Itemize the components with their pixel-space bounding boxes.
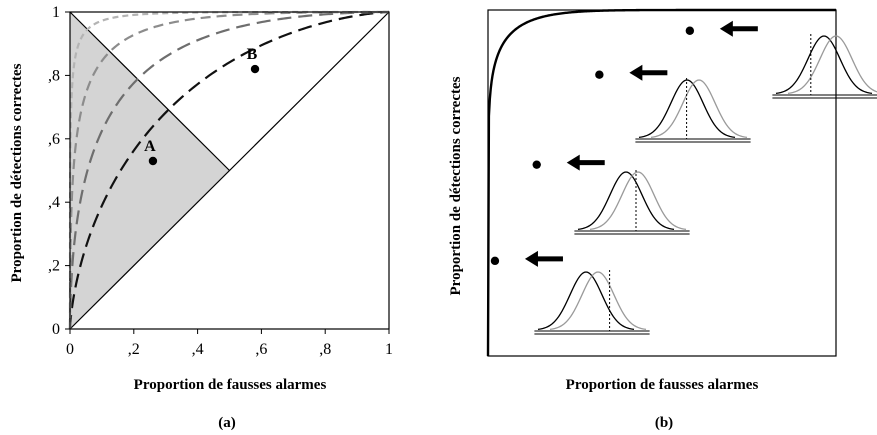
noise-distribution xyxy=(577,171,675,231)
distribution-inset-3 xyxy=(635,78,751,143)
y-axis-label: Proportion de détections correctes xyxy=(9,63,25,282)
roc-curve xyxy=(486,8,836,357)
labelled-points: AB xyxy=(144,46,260,166)
x-axis-label: Proportion de fausses alarmes xyxy=(134,377,327,393)
arrow-head-4 xyxy=(719,20,733,37)
x-tick-label: ,8 xyxy=(319,341,331,358)
y-tick-label: 1 xyxy=(52,4,60,21)
curve-point-1 xyxy=(490,256,500,266)
x-tick-label: ,4 xyxy=(192,341,204,358)
arrow-head-1 xyxy=(524,250,538,267)
x-axis-label: Proportion de fausses alarmes xyxy=(566,377,759,393)
arrow-head-3 xyxy=(629,64,643,81)
point-label-b: B xyxy=(247,46,258,63)
curve-points xyxy=(490,26,695,266)
x-tick-label: 0 xyxy=(66,341,74,358)
criterion-arrows xyxy=(524,20,758,267)
curve-point-2 xyxy=(532,160,541,169)
point-b xyxy=(250,64,260,74)
noise-distribution xyxy=(537,271,635,331)
distribution-insets xyxy=(534,34,877,335)
point-label-a: A xyxy=(144,138,156,155)
y-tick-label: ,8 xyxy=(48,67,60,84)
curve-point-3 xyxy=(595,70,604,79)
panel-a-chart: 0,2,4,6,8 1 0,2,4,6,81 AB Proportion de f… xyxy=(9,4,393,431)
arrow-head-2 xyxy=(566,154,580,171)
signal-distribution xyxy=(549,271,647,331)
y-tick-label: ,6 xyxy=(48,131,60,148)
y-axis-label: Proportion de détections correctes xyxy=(448,76,464,295)
x-axis-ticks: 0 ,2 ,4 ,6 ,8 1 xyxy=(66,329,393,358)
panel-b-chart: Proportion de fausses alarmes Proportion… xyxy=(448,8,877,431)
signal-distribution xyxy=(787,35,877,95)
y-axis-ticks: 0 ,2 ,4 ,6 ,8 1 xyxy=(48,4,70,338)
y-tick-label: ,2 xyxy=(48,258,60,275)
y-tick-label: 0 xyxy=(52,321,60,338)
x-tick-label: ,2 xyxy=(128,341,140,358)
reference-lines xyxy=(69,11,390,330)
signal-distribution xyxy=(650,79,748,139)
signal-distribution xyxy=(589,171,687,231)
noise-distribution xyxy=(638,79,736,139)
plot-frame xyxy=(487,9,837,357)
shaded-triangle-region xyxy=(70,12,230,329)
noise-distribution xyxy=(775,35,873,95)
y-tick-label: ,4 xyxy=(48,194,60,211)
distribution-inset-1 xyxy=(534,270,650,335)
plot-frame xyxy=(69,11,390,330)
distribution-inset-2 xyxy=(574,170,690,235)
distribution-inset-4 xyxy=(772,34,877,99)
panel-label-b: (b) xyxy=(655,415,673,431)
curve-point-4 xyxy=(685,26,695,35)
x-tick-label: 1 xyxy=(385,341,393,358)
x-tick-label: ,6 xyxy=(255,341,267,358)
point-a xyxy=(148,156,158,166)
panel-label-a: (a) xyxy=(218,415,236,431)
reference-line-2 xyxy=(69,11,230,171)
